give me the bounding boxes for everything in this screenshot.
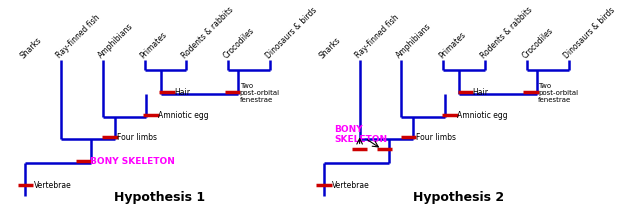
Text: Amniotic egg: Amniotic egg (158, 111, 209, 120)
Text: Crocodiles: Crocodiles (222, 26, 256, 60)
Text: Primates: Primates (437, 30, 467, 60)
Text: Hypothesis 2: Hypothesis 2 (412, 191, 504, 204)
Text: Ray-finned fish: Ray-finned fish (353, 13, 401, 60)
Text: BONY
SKELETON: BONY SKELETON (334, 125, 387, 144)
Text: Two
post-orbital
fenestrae: Two post-orbital fenestrae (240, 83, 280, 103)
Text: Amniotic egg: Amniotic egg (457, 111, 507, 120)
Text: Hypothesis 1: Hypothesis 1 (114, 191, 205, 204)
Text: Vertebrae: Vertebrae (332, 181, 370, 190)
Text: Crocodiles: Crocodiles (520, 26, 555, 60)
Text: Amphibians: Amphibians (395, 22, 434, 60)
Text: Hair: Hair (174, 88, 190, 97)
Text: Rodents & rabbits: Rodents & rabbits (479, 5, 534, 60)
Text: Amphibians: Amphibians (97, 22, 135, 60)
Text: Sharks: Sharks (19, 35, 44, 60)
Text: Four limbs: Four limbs (416, 133, 456, 142)
Text: Rodents & rabbits: Rodents & rabbits (180, 5, 235, 60)
Text: BONY SKELETON: BONY SKELETON (90, 157, 175, 166)
Text: Dinosaurs & birds: Dinosaurs & birds (264, 6, 318, 60)
Text: Four limbs: Four limbs (117, 133, 157, 142)
Text: Vertebrae: Vertebrae (34, 181, 71, 190)
Text: Ray-finned fish: Ray-finned fish (55, 13, 102, 60)
Text: Hair: Hair (472, 88, 489, 97)
Text: Dinosaurs & birds: Dinosaurs & birds (562, 6, 617, 60)
Text: Two
post-orbital
fenestrae: Two post-orbital fenestrae (538, 83, 578, 103)
Text: Sharks: Sharks (318, 35, 343, 60)
Text: Primates: Primates (139, 30, 168, 60)
